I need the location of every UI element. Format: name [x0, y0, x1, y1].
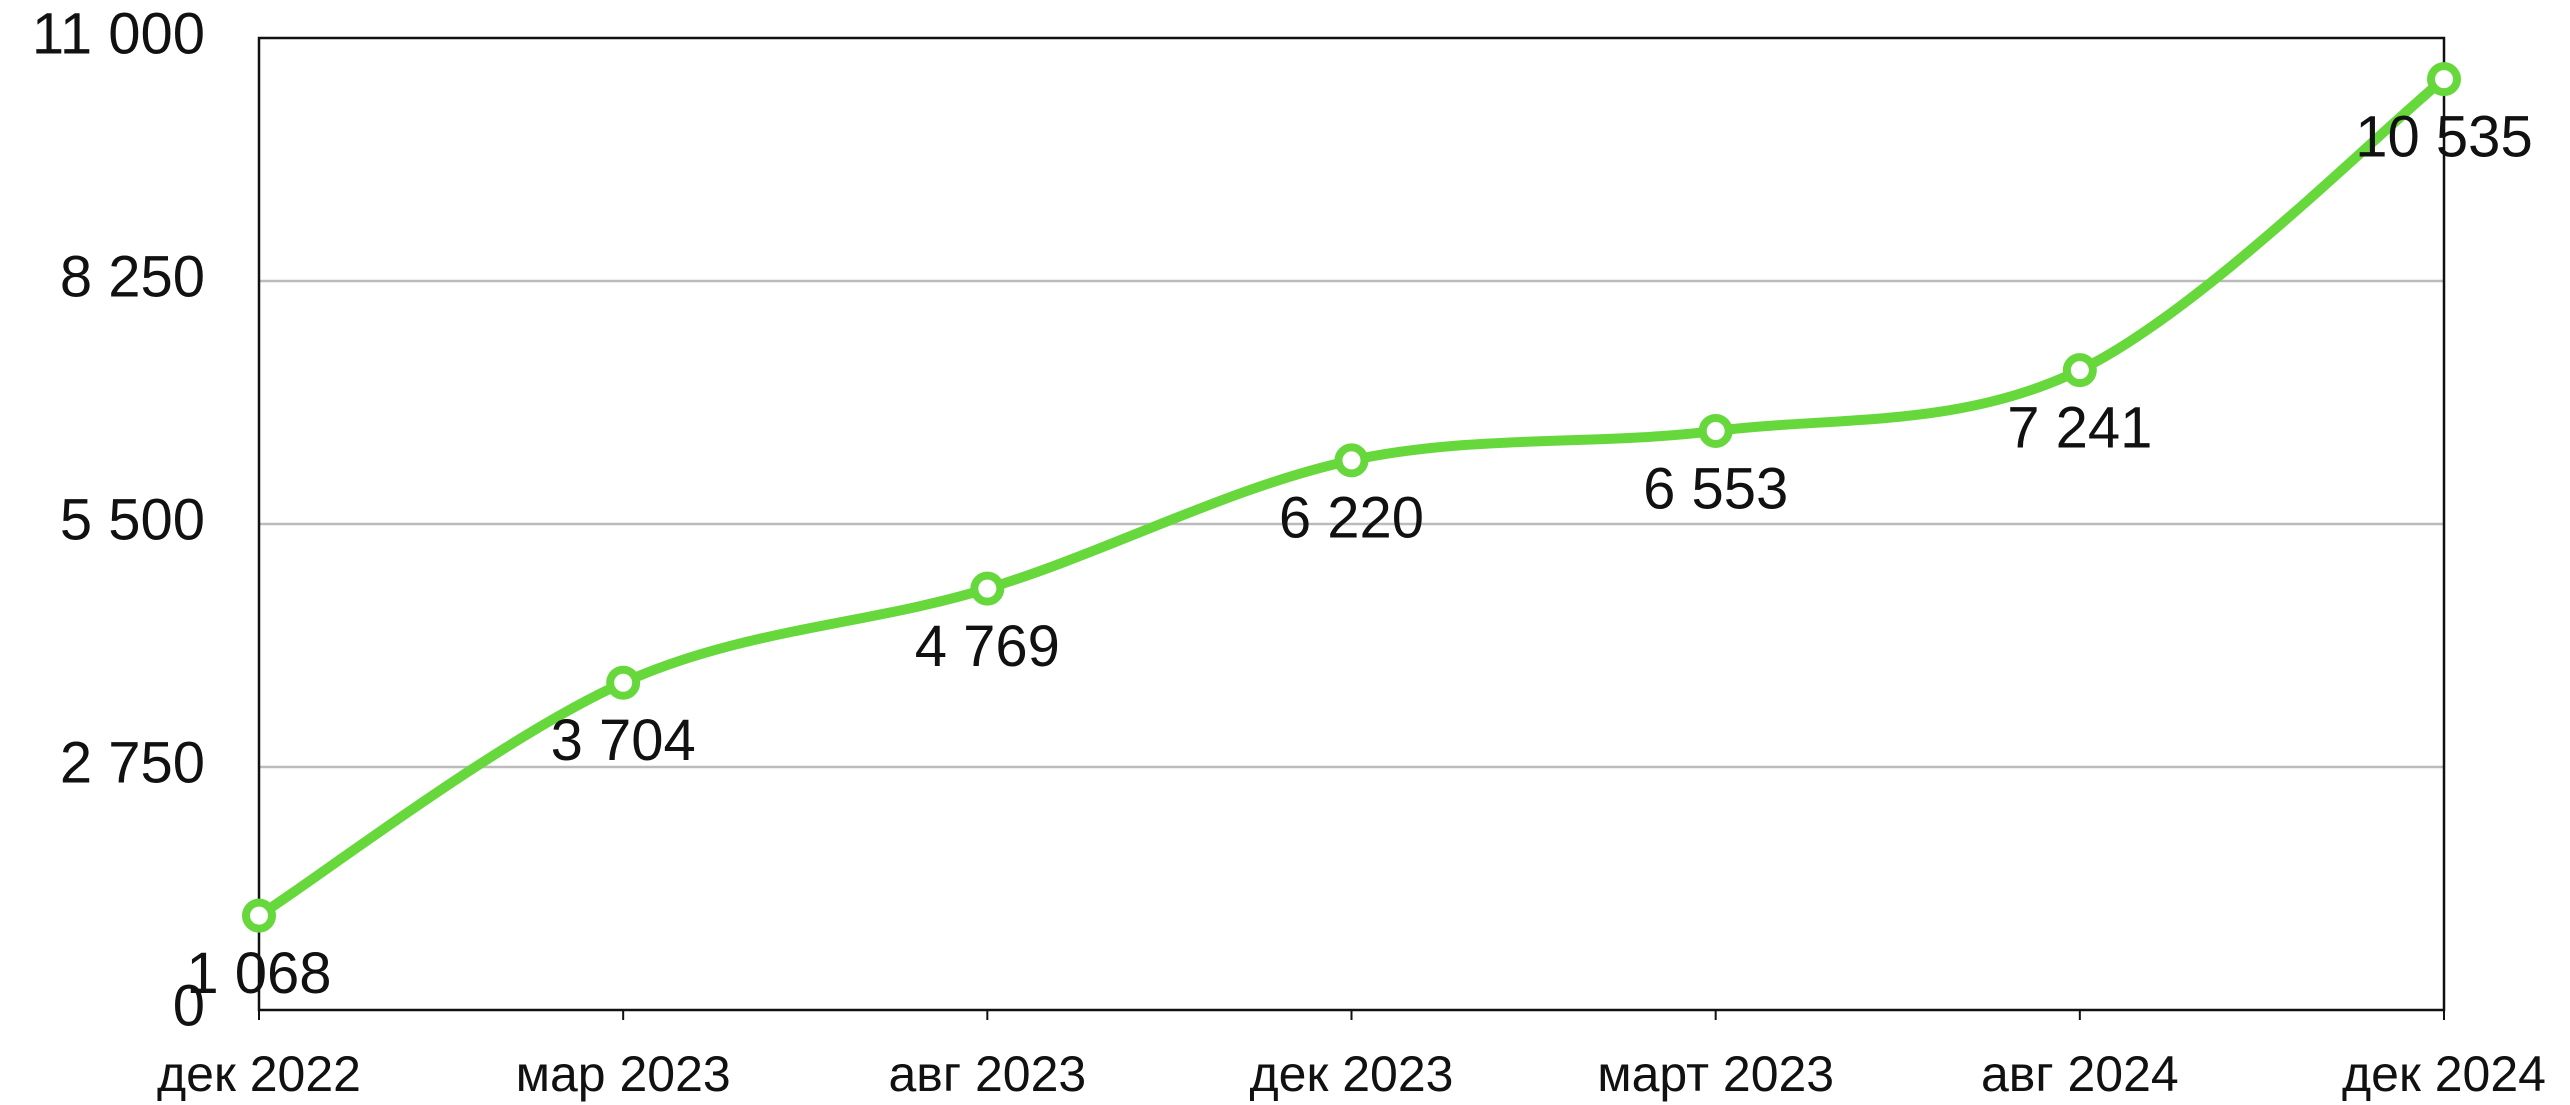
value-label: 6 220	[1279, 486, 1424, 551]
point	[2062, 353, 2097, 388]
point	[2427, 62, 2461, 97]
x-tick-label: март 2023	[1597, 1046, 1834, 1102]
y-tick-label: 0	[173, 973, 205, 1038]
y-tick-label: 5 500	[60, 487, 205, 552]
value-label: 6 553	[1643, 456, 1788, 521]
point	[970, 571, 1005, 606]
point	[606, 665, 641, 700]
x-tick-label: авг 2023	[888, 1046, 1086, 1102]
x-tick-label: дек 2024	[2342, 1046, 2546, 1102]
x-tick-label: дек 2023	[1250, 1046, 1454, 1102]
y-tick-label: 2 750	[60, 730, 205, 795]
y-tick-label: 8 250	[60, 244, 205, 309]
x-tick-label: авг 2024	[1981, 1046, 2179, 1102]
value-label: 1 068	[186, 941, 331, 1006]
point	[242, 898, 276, 933]
x-tick-label: мар 2023	[516, 1046, 731, 1102]
value-label: 10 535	[2355, 104, 2532, 169]
value-label: 7 241	[2007, 395, 2152, 460]
point	[1698, 413, 1733, 448]
y-tick-label: 11 000	[32, 1, 205, 66]
point	[1334, 443, 1369, 478]
x-tick-label: дек 2022	[157, 1046, 361, 1102]
value-label: 3 704	[551, 708, 696, 773]
value-label: 4 769	[915, 614, 1060, 679]
